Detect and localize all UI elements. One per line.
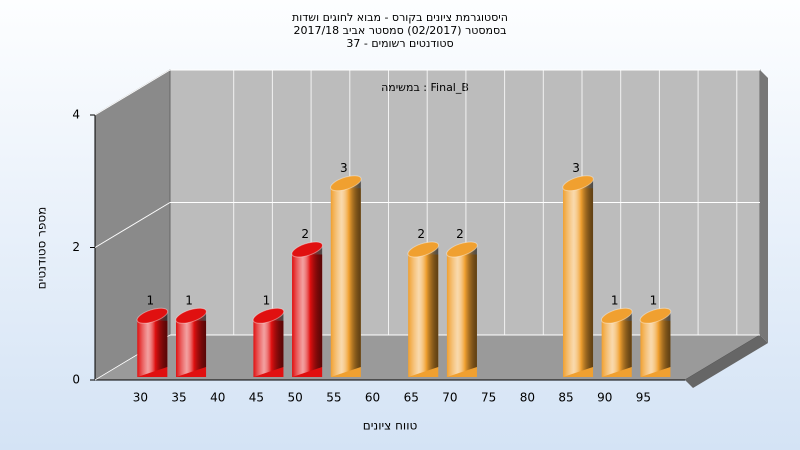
grid-line [94, 202, 171, 248]
bar-shade [446, 244, 477, 377]
value-label: 1 [185, 293, 193, 307]
x-tick-label: 45 [249, 391, 264, 405]
title-line: היסטוגרמת ציונים בקורס - מבוא לחוגים ושד… [292, 11, 508, 24]
bar-shade [408, 244, 439, 377]
y-tick-label: 0 [72, 373, 80, 387]
value-label: 2 [301, 227, 309, 241]
x-tick-label: 80 [520, 391, 535, 405]
bar-shade [640, 310, 671, 377]
value-label: 1 [147, 293, 155, 307]
value-label: 2 [417, 227, 425, 241]
bar-shade [330, 178, 361, 377]
y-axis-title: מספר סטודנטים [35, 207, 49, 290]
value-label: 2 [456, 227, 464, 241]
chart-title: היסטוגרמת ציונים בקורס - מבוא לחוגים ושד… [292, 11, 508, 50]
bar-shade [137, 310, 168, 377]
x-tick-label: 75 [481, 391, 496, 405]
bar-shade [253, 310, 284, 377]
x-tick-label: 70 [442, 391, 457, 405]
bar-top [446, 241, 478, 258]
bar-top [407, 241, 440, 258]
x-tick-label: 55 [326, 391, 341, 405]
bar-top [252, 307, 285, 324]
value-label: 3 [340, 161, 348, 175]
bar-top [291, 241, 323, 258]
bar-shade [601, 310, 632, 377]
bar-top [175, 307, 207, 324]
grid-line [94, 69, 171, 116]
x-axis-title: טווח ציונים [363, 419, 418, 433]
bar-top [330, 175, 362, 192]
annotation: במשימה : Final_B [381, 81, 469, 94]
bar-top [639, 307, 672, 324]
bar-top [562, 175, 594, 192]
bar-shade [563, 178, 594, 377]
value-label: 1 [263, 293, 271, 307]
bar-top [600, 307, 633, 324]
x-tick-label: 95 [636, 391, 651, 405]
value-label: 1 [650, 293, 658, 307]
wall-edge [760, 70, 768, 343]
y-tick-label: 2 [72, 240, 80, 254]
bar-shade [176, 310, 207, 377]
value-label: 3 [572, 161, 580, 175]
bar-shade [292, 244, 323, 377]
x-tick-label: 65 [404, 391, 419, 405]
floor-edge [685, 335, 768, 388]
x-tick-label: 85 [558, 391, 573, 405]
x-tick-label: 60 [365, 391, 380, 405]
x-tick-label: 40 [210, 391, 225, 405]
x-tick-label: 30 [133, 391, 148, 405]
title-line: סטודנטים רשומים - 37 [346, 37, 453, 50]
x-tick-label: 35 [171, 391, 186, 405]
value-label: 1 [611, 293, 619, 307]
title-line: בסמסטר (02/2017) סמסטר אביב 2017/18 [293, 24, 506, 37]
x-tick-label: 50 [288, 391, 303, 405]
bar-top [136, 307, 169, 324]
x-tick-label: 90 [597, 391, 612, 405]
y-tick-label: 4 [72, 108, 80, 122]
